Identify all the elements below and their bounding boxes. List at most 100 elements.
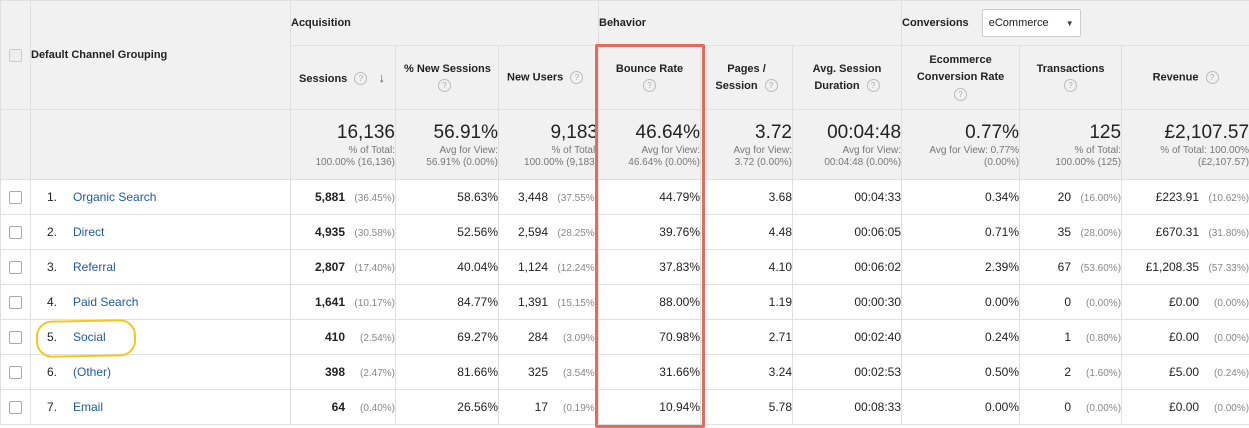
row-checkbox[interactable] [9, 191, 22, 204]
dimension-header[interactable]: Default Channel Grouping [31, 1, 291, 110]
ecr-value: 0.71% [985, 225, 1019, 239]
row-checkbox[interactable] [9, 226, 22, 239]
col-header-pages-session[interactable]: Pages / Session ? [701, 46, 793, 110]
help-icon[interactable]: ? [954, 88, 967, 101]
row-checkbox-cell [1, 320, 31, 355]
row-rank: 2. [47, 225, 73, 239]
col-header-transactions[interactable]: Transactions ? [1020, 46, 1122, 110]
pages-session-cell: 4.10 [701, 250, 793, 285]
new-users-value: 2,594 [518, 225, 548, 239]
col-header-new-sessions[interactable]: % New Sessions ? [396, 46, 499, 110]
revenue-value: £670.31 [1156, 225, 1199, 239]
sessions-cell: 398(2.47%) [291, 355, 396, 390]
col-header-avg-session-duration[interactable]: Avg. Session Duration ? [793, 46, 902, 110]
bounce-rate-cell: 44.79% [599, 180, 701, 215]
select-all-checkbox[interactable] [9, 49, 22, 62]
row-checkbox[interactable] [9, 331, 22, 344]
total-sub: % of Total: [291, 145, 395, 157]
bounce-rate-value: 37.83% [659, 260, 700, 274]
col-header-revenue[interactable]: Revenue ? [1122, 46, 1249, 110]
row-checkbox[interactable] [9, 296, 22, 309]
revenue-value: £0.00 [1169, 330, 1199, 344]
bounce-rate-value: 70.98% [659, 330, 700, 344]
revenue-pct: (10.62%) [1205, 193, 1249, 204]
row-checkbox[interactable] [9, 366, 22, 379]
col-header-sessions[interactable]: Sessions ? ↓ [291, 46, 396, 110]
pages-session-cell: 4.48 [701, 215, 793, 250]
channel-link[interactable]: Direct [73, 225, 104, 239]
new-sessions-cell: 26.56% [396, 390, 499, 425]
revenue-value: £0.00 [1169, 295, 1199, 309]
revenue-pct: (0.24%) [1205, 368, 1249, 379]
totals-dimension-cell [31, 110, 291, 180]
help-icon[interactable]: ? [570, 71, 583, 84]
pages-session-value: 2.71 [769, 330, 792, 344]
row-rank: 4. [47, 295, 73, 309]
help-icon[interactable]: ? [643, 79, 656, 92]
row-checkbox[interactable] [9, 261, 22, 274]
total-value: 00:04:48 [793, 121, 901, 145]
total-sub: 100.00% (16,136) [291, 157, 395, 169]
total-sub: 56.91% (0.00%) [396, 157, 498, 169]
transactions-pct: (53.60%) [1077, 263, 1121, 274]
revenue-pct: (0.00%) [1205, 403, 1249, 414]
new-sessions-cell: 52.56% [396, 215, 499, 250]
col-duration-label-1: Avg. Session [813, 63, 882, 75]
revenue-cell: £5.00 (0.24%) [1122, 355, 1249, 390]
sessions-value: 2,807 [315, 260, 345, 274]
transactions-cell: 20(16.00%) [1020, 180, 1122, 215]
total-sub: % of Total: [1020, 145, 1121, 157]
channel-link[interactable]: Email [73, 400, 103, 414]
col-header-new-users[interactable]: New Users ? [499, 46, 599, 110]
group-acquisition: Acquisition [291, 1, 599, 46]
help-icon[interactable]: ? [867, 79, 880, 92]
channel-link[interactable]: (Other) [73, 365, 111, 379]
col-ecr-label-2: Conversion Rate [917, 71, 1004, 83]
channel-link[interactable]: Organic Search [73, 190, 156, 204]
channel-link[interactable]: Referral [73, 260, 116, 274]
group-conversions-label: Conversions [902, 17, 969, 29]
duration-value: 00:02:40 [854, 330, 901, 344]
new-users-value: 325 [528, 365, 548, 379]
sort-descending-icon[interactable]: ↓ [378, 70, 385, 85]
ecr-cell: 2.39% [902, 250, 1020, 285]
revenue-value: £5.00 [1169, 365, 1199, 379]
help-icon[interactable]: ? [354, 72, 367, 85]
total-sub: 00:04:48 (0.00%) [793, 157, 901, 169]
group-header-row: Default Channel Grouping Acquisition Beh… [1, 1, 1249, 46]
col-new-users-label: New Users [507, 71, 563, 83]
ecr-value: 0.34% [985, 190, 1019, 204]
sessions-value: 4,935 [315, 225, 345, 239]
row-checkbox[interactable] [9, 401, 22, 414]
total-value: 56.91% [396, 121, 498, 145]
new-users-value: 1,391 [518, 295, 548, 309]
help-icon[interactable]: ? [1064, 79, 1077, 92]
new-sessions-value: 84.77% [457, 295, 498, 309]
help-icon[interactable]: ? [1206, 71, 1219, 84]
new-users-cell: 1,124(12.24%) [499, 250, 599, 285]
conversions-type-select[interactable]: eCommerce ▼ [982, 9, 1081, 37]
sessions-value: 64 [332, 400, 345, 414]
chevron-down-icon: ▼ [1066, 19, 1074, 28]
transactions-value: 1 [1064, 330, 1071, 344]
sessions-cell: 64(0.40%) [291, 390, 396, 425]
row-rank: 3. [47, 260, 73, 274]
duration-cell: 00:08:33 [793, 390, 902, 425]
total-value: 125 [1020, 121, 1121, 145]
conversions-select-value: eCommerce [989, 17, 1049, 29]
channel-link[interactable]: Social [73, 330, 106, 344]
help-icon[interactable]: ? [765, 79, 778, 92]
channel-link[interactable]: Paid Search [73, 295, 138, 309]
new-sessions-value: 58.63% [457, 190, 498, 204]
new-sessions-cell: 84.77% [396, 285, 499, 320]
help-icon[interactable]: ? [438, 79, 451, 92]
col-header-ecommerce-conversion-rate[interactable]: Ecommerce Conversion Rate ? [902, 46, 1020, 110]
sessions-cell: 1,641(10.17%) [291, 285, 396, 320]
row-checkbox-cell [1, 285, 31, 320]
col-header-bounce-rate[interactable]: Bounce Rate ? [599, 46, 701, 110]
revenue-pct: (57.33%) [1205, 263, 1249, 274]
revenue-pct: (0.00%) [1205, 333, 1249, 344]
pages-session-value: 1.19 [769, 295, 792, 309]
